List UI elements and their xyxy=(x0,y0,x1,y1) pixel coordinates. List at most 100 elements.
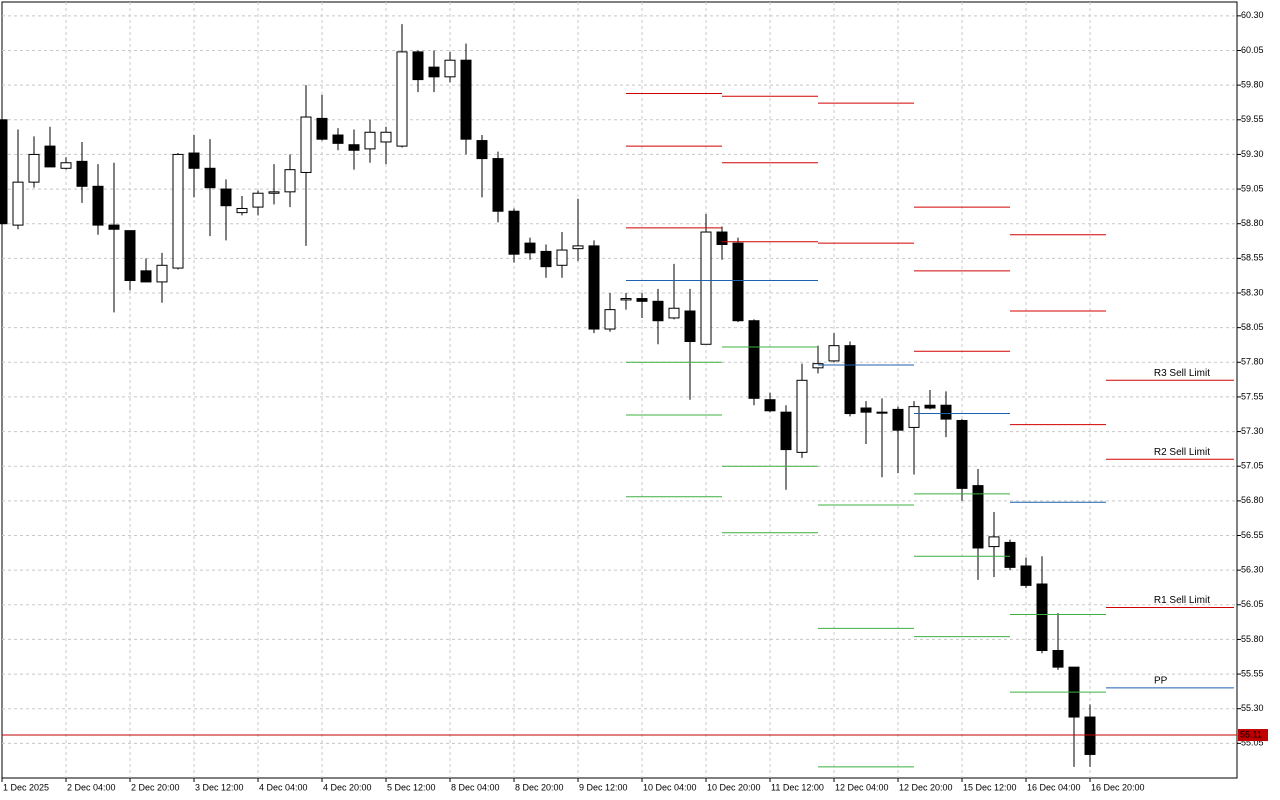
candle-body xyxy=(508,210,520,255)
candle-body xyxy=(444,59,456,78)
candle-body xyxy=(252,192,264,208)
candle-body xyxy=(908,406,920,428)
candle-body xyxy=(124,230,136,282)
candle-body xyxy=(924,404,936,409)
y-tick-label: 56.30 xyxy=(1241,565,1264,575)
x-tick-label: 8 Dec 04:00 xyxy=(451,782,500,792)
y-tick-label: 58.30 xyxy=(1241,287,1264,297)
candle-body xyxy=(108,224,120,230)
y-tick-label: 57.80 xyxy=(1241,357,1264,367)
level-label: R1 Sell Limit xyxy=(1154,595,1210,606)
candle-body xyxy=(172,153,184,269)
y-tick-label: 58.80 xyxy=(1241,218,1264,228)
candle-body xyxy=(380,131,392,143)
candle-body xyxy=(1052,650,1064,668)
candle-body xyxy=(1036,583,1048,652)
y-tick-label: 59.30 xyxy=(1241,149,1264,159)
y-tick-label: 56.05 xyxy=(1241,599,1264,609)
x-tick-label: 9 Dec 12:00 xyxy=(579,782,628,792)
x-tick-label: 10 Dec 04:00 xyxy=(643,782,697,792)
candle-body xyxy=(188,152,200,169)
candle-body xyxy=(540,250,552,268)
y-tick-label: 59.55 xyxy=(1241,114,1264,124)
candle-body xyxy=(604,309,616,330)
candle-body xyxy=(956,419,968,489)
candle-body xyxy=(684,310,696,342)
x-tick-label: 3 Dec 12:00 xyxy=(195,782,244,792)
candle-body xyxy=(348,144,360,151)
candle-body xyxy=(860,407,872,413)
candle-body xyxy=(572,245,584,250)
candle-body xyxy=(940,404,952,420)
candle-body xyxy=(812,363,824,369)
candle-body xyxy=(76,160,88,187)
current-price-box xyxy=(1238,729,1268,742)
candle-body xyxy=(412,51,424,81)
candle-body xyxy=(140,270,152,283)
y-tick-label: 57.30 xyxy=(1241,426,1264,436)
candle-body xyxy=(652,300,664,322)
y-tick-label: 59.80 xyxy=(1241,80,1264,90)
x-tick-label: 10 Dec 20:00 xyxy=(707,782,761,792)
candle-body xyxy=(268,191,280,194)
candle-body xyxy=(668,307,680,319)
x-tick-label: 8 Dec 20:00 xyxy=(515,782,564,792)
candle-body xyxy=(780,411,792,451)
y-tick-label: 55.80 xyxy=(1241,634,1264,644)
plot-frame xyxy=(1,1,1238,779)
y-tick-label: 57.55 xyxy=(1241,391,1264,401)
candle-body xyxy=(12,181,24,226)
candle-body xyxy=(636,298,648,302)
y-tick-label: 55.05 xyxy=(1241,738,1264,748)
x-tick-label: 4 Dec 04:00 xyxy=(259,782,308,792)
candle-body xyxy=(332,134,344,144)
candle-body xyxy=(284,169,296,193)
candle-body xyxy=(748,320,760,399)
candle-body xyxy=(492,158,504,212)
candle-body xyxy=(524,242,536,254)
level-label: R3 Sell Limit xyxy=(1154,368,1210,379)
candle-body xyxy=(732,242,744,322)
x-tick-label: 1 Dec 2025 xyxy=(3,782,49,792)
candle-body xyxy=(1004,541,1016,568)
candle-body xyxy=(844,345,856,415)
level-label: R2 Sell Limit xyxy=(1154,447,1210,458)
candle-body xyxy=(44,145,56,168)
candle-body xyxy=(204,167,216,189)
candle-body xyxy=(476,140,488,160)
y-tick-label: 60.30 xyxy=(1241,10,1264,20)
candle-body xyxy=(460,59,472,140)
y-tick-label: 55.30 xyxy=(1241,703,1264,713)
candle-body xyxy=(588,245,600,330)
candle-body xyxy=(220,188,232,207)
candle-body xyxy=(300,116,312,173)
y-tick-label: 57.05 xyxy=(1241,461,1264,471)
candle-body xyxy=(892,408,904,431)
current-price-label: 55.11 xyxy=(1240,729,1262,739)
y-tick-label: 55.55 xyxy=(1241,668,1264,678)
candle-body xyxy=(28,153,40,183)
candle-body xyxy=(1020,565,1032,586)
candle-body xyxy=(764,399,776,412)
candle-body xyxy=(876,411,888,414)
y-tick-label: 56.55 xyxy=(1241,530,1264,540)
y-tick-label: 56.80 xyxy=(1241,495,1264,505)
candle-body xyxy=(828,345,840,362)
candle-body xyxy=(700,231,712,345)
x-tick-label: 11 Dec 12:00 xyxy=(771,782,824,792)
y-tick-label: 58.55 xyxy=(1241,253,1264,263)
candle-body xyxy=(620,298,632,301)
x-tick-label: 16 Dec 04:00 xyxy=(1027,782,1081,792)
x-tick-label: 12 Dec 04:00 xyxy=(835,782,889,792)
candle-body xyxy=(556,249,568,266)
candle-body xyxy=(1084,716,1096,755)
x-tick-label: 4 Dec 20:00 xyxy=(323,782,372,792)
y-tick-label: 58.05 xyxy=(1241,322,1264,332)
candle-body xyxy=(316,117,328,140)
candle-body xyxy=(156,264,168,283)
x-tick-label: 12 Dec 20:00 xyxy=(899,782,953,792)
candle-body xyxy=(796,379,808,453)
candle-body xyxy=(428,66,440,78)
candle-body xyxy=(364,131,376,150)
